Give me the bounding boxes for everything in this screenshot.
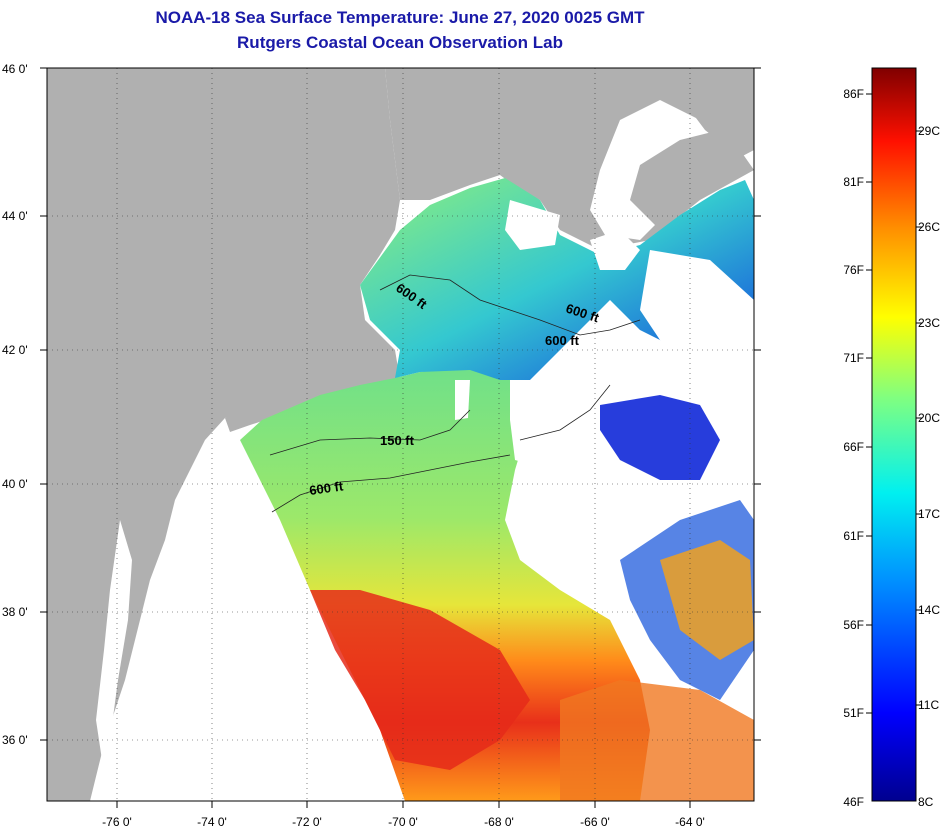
lat-label: 44 0' [2, 209, 28, 223]
cloud-mask [455, 380, 470, 420]
land-mainland [47, 68, 400, 801]
contour-600ft-south [271, 454, 511, 513]
sst-far-south-east [560, 680, 754, 801]
lon-label: -68 0' [484, 815, 514, 829]
tick-marks [40, 67, 761, 808]
colorbar-f-label: 56F [843, 618, 864, 632]
land-nova-scotia-tip [690, 90, 754, 150]
sst-warm-core [310, 590, 530, 770]
colorbar-f-label: 86F [843, 87, 864, 101]
cloud-mask [510, 380, 600, 470]
lon-label: -70 0' [388, 815, 418, 829]
lat-label: 36 0' [2, 733, 28, 747]
sst-east-warm [660, 540, 754, 660]
lat-label: 38 0' [2, 605, 28, 619]
depth-contours [269, 274, 641, 513]
lon-label: -66 0' [580, 815, 610, 829]
colorbar-ticks [866, 93, 922, 714]
lon-label: -76 0' [102, 815, 132, 829]
colorbar-c-label: 17C [918, 507, 940, 521]
contour-label: 600 ft [308, 478, 344, 498]
contour-label: 600 ft [545, 333, 580, 348]
colorbar-c-label: 23C [918, 316, 940, 330]
contour-150ft [269, 409, 471, 456]
sst-swath [240, 365, 650, 801]
colorbar-f-label: 81F [843, 175, 864, 189]
map-title: NOAA-18 Sea Surface Temperature: June 27… [155, 8, 645, 27]
lat-label: 46 0' [2, 62, 28, 76]
colorbar-c-label: 29C [918, 124, 940, 138]
land-maritimes [385, 68, 754, 250]
colorbar [871, 67, 917, 802]
lon-label: -64 0' [675, 815, 705, 829]
colorbar-f-label: 66F [843, 440, 864, 454]
colorbar-f-label: 61F [843, 529, 864, 543]
colorbar-c-label: 11C [918, 698, 939, 712]
plot-frame [46, 67, 755, 802]
colorbar-f-label: 46F [843, 795, 864, 809]
colorbar-f-label: 76F [843, 263, 864, 277]
land-chesapeake-white [96, 520, 132, 760]
cloud-mask [640, 250, 754, 400]
colorbar-f-label: 51F [843, 706, 864, 720]
colorbar-f-label: 71F [843, 351, 864, 365]
colorbar-c-label: 26C [918, 220, 940, 234]
contour-label: 150 ft [380, 433, 415, 448]
map-subtitle: Rutgers Coastal Ocean Observation Lab [237, 33, 563, 52]
colorbar-c-label: 14C [918, 603, 940, 617]
colorbar-c-label: 8C [918, 795, 934, 809]
colorbar-c-label: 20C [918, 411, 940, 425]
lon-label: -72 0' [292, 815, 322, 829]
lat-lon-grid [47, 68, 754, 801]
cloud-mask [590, 230, 640, 270]
lon-label: -74 0' [197, 815, 227, 829]
lat-label: 40 0' [2, 477, 28, 491]
contour-slope [519, 384, 611, 441]
lat-label: 42 0' [2, 343, 28, 357]
contour-600ft-north [379, 274, 641, 336]
cloud-mask [505, 200, 560, 250]
